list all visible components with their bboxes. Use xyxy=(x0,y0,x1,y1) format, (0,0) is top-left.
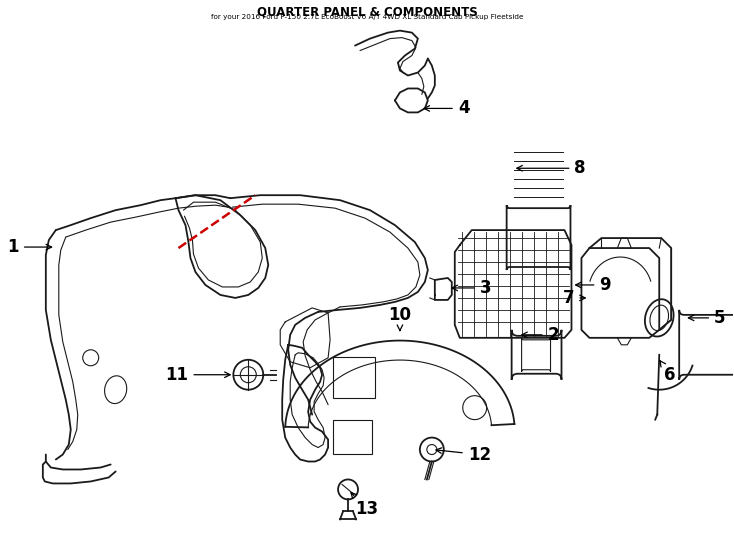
Text: 9: 9 xyxy=(575,276,611,294)
Text: 6: 6 xyxy=(660,361,676,384)
Text: for your 2016 Ford F-150 2.7L EcoBoost V6 A/T 4WD XL Standard Cab Pickup Fleetsi: for your 2016 Ford F-150 2.7L EcoBoost V… xyxy=(211,14,523,19)
Text: 1: 1 xyxy=(7,238,51,256)
Text: 2: 2 xyxy=(522,326,559,344)
Text: 10: 10 xyxy=(388,306,412,330)
Text: 3: 3 xyxy=(452,279,491,297)
Text: 11: 11 xyxy=(165,366,230,384)
Text: 7: 7 xyxy=(563,289,585,307)
Text: 5: 5 xyxy=(688,309,726,327)
Text: 4: 4 xyxy=(424,99,469,117)
Text: 12: 12 xyxy=(436,446,491,463)
Text: 8: 8 xyxy=(517,159,586,177)
Text: QUARTER PANEL & COMPONENTS: QUARTER PANEL & COMPONENTS xyxy=(257,6,477,19)
Text: 13: 13 xyxy=(351,492,378,518)
